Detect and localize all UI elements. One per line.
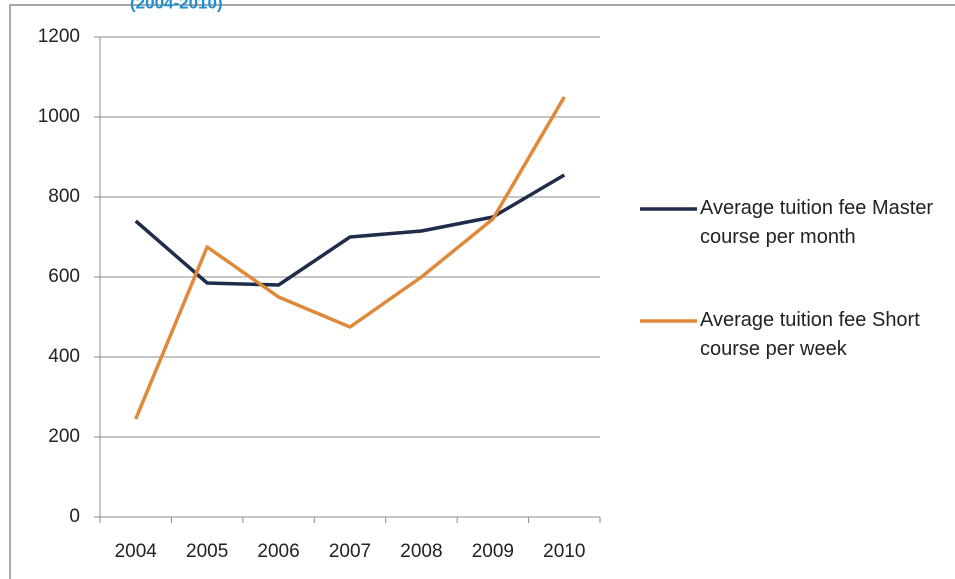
x-tick-label: 2008 <box>400 541 442 562</box>
x-tick-label: 2006 <box>257 541 299 562</box>
y-tick-label: 800 <box>48 186 80 207</box>
x-tick-label: 2009 <box>472 541 514 562</box>
chart-title: (2004-2010) <box>130 0 223 12</box>
y-tick-label: 200 <box>48 426 80 447</box>
y-tick-label: 600 <box>48 266 80 287</box>
series-line <box>134 96 566 420</box>
y-tick-label: 1200 <box>38 26 80 47</box>
y-tick-label: 400 <box>48 346 80 367</box>
x-tick-label: 2004 <box>115 541 158 562</box>
x-tick-label: 2005 <box>186 541 228 562</box>
y-tick-label: 1000 <box>38 106 80 127</box>
chart-border <box>9 4 955 579</box>
x-tick-label: 2007 <box>329 541 371 562</box>
legend-label: Average tuition fee Master course per mo… <box>700 197 934 248</box>
legend-label: Average tuition fee Short course per wee… <box>700 309 920 360</box>
x-tick-label: 2010 <box>543 541 585 562</box>
y-tick-label: 0 <box>69 506 80 527</box>
